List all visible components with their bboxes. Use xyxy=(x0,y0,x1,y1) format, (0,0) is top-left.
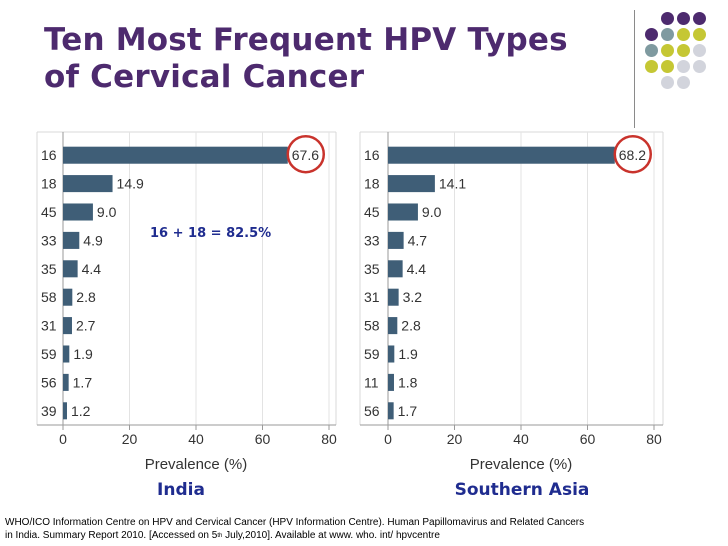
category-label: 39 xyxy=(41,403,57,419)
bar-type-39 xyxy=(63,402,67,420)
value-label: 67.6 xyxy=(292,147,319,163)
category-label: 35 xyxy=(41,261,57,277)
category-label: 31 xyxy=(364,289,380,305)
source-citation: WHO/ICO Information Centre on HPV and Ce… xyxy=(5,516,720,542)
bar-type-11 xyxy=(388,373,394,391)
x-tick-label: 0 xyxy=(384,431,392,447)
bar-type-56 xyxy=(63,373,69,391)
bar-type-18 xyxy=(63,175,113,193)
bar-type-16 xyxy=(63,146,288,164)
value-label: 9.0 xyxy=(97,204,117,220)
category-label: 31 xyxy=(41,318,57,334)
category-label: 33 xyxy=(364,232,380,248)
value-label: 68.2 xyxy=(619,147,646,163)
value-label: 1.7 xyxy=(73,374,93,390)
category-label: 18 xyxy=(364,176,380,192)
title-line-2: of Cervical Cancer xyxy=(44,59,365,95)
value-label: 3.2 xyxy=(403,289,423,305)
category-label: 35 xyxy=(364,261,380,277)
x-tick-label: 0 xyxy=(59,431,67,447)
category-label: 45 xyxy=(364,204,380,220)
value-label: 14.9 xyxy=(117,176,144,192)
category-label: 45 xyxy=(41,204,57,220)
chart-region-label-southern-asia: Southern Asia xyxy=(454,480,590,500)
x-tick-label: 80 xyxy=(646,431,662,447)
x-axis-label: Prevalence (%) xyxy=(470,456,573,473)
category-label: 18 xyxy=(41,176,57,192)
value-label: 2.7 xyxy=(76,318,96,334)
bar-type-31 xyxy=(63,317,72,335)
value-label: 2.8 xyxy=(401,318,421,334)
highlight-circle xyxy=(286,134,326,174)
category-label: 11 xyxy=(364,374,379,390)
slide-title: Ten Most Frequent HPV Types of Cervical … xyxy=(44,22,634,96)
bar-type-16 xyxy=(388,146,615,164)
source-line-2-sup: th xyxy=(217,533,223,539)
x-tick-label: 60 xyxy=(255,431,271,447)
bar-type-58 xyxy=(388,317,398,335)
value-label: 1.8 xyxy=(398,374,418,390)
value-label: 9.0 xyxy=(422,204,442,220)
value-label: 1.2 xyxy=(71,403,91,419)
bar-type-45 xyxy=(63,203,93,221)
value-label: 4.9 xyxy=(83,232,103,248)
value-label: 1.9 xyxy=(398,346,418,362)
category-label: 59 xyxy=(41,346,57,362)
value-label: 4.4 xyxy=(407,261,427,277)
value-label: 2.8 xyxy=(76,289,96,305)
source-line-2b: July,2010]. Available at www. who. int/ … xyxy=(222,530,440,541)
value-label: 4.7 xyxy=(408,232,428,248)
x-tick-label: 20 xyxy=(447,431,463,447)
hpv-prevalence-charts: 0 20 40 60 80 Prevalence (%) 16 67.6 18 14.9 45 9.0… xyxy=(36,131,664,473)
bar-type-31 xyxy=(388,288,399,306)
bar-type-59 xyxy=(63,345,70,363)
value-label: 14.1 xyxy=(439,176,466,192)
bar-type-45 xyxy=(388,203,418,221)
x-tick-label: 20 xyxy=(122,431,138,447)
bar-type-35 xyxy=(388,260,403,278)
x-tick-label: 80 xyxy=(321,431,337,447)
category-label: 58 xyxy=(364,318,380,334)
x-tick-label: 60 xyxy=(580,431,596,447)
category-label: 58 xyxy=(41,289,57,305)
category-label: 56 xyxy=(41,374,57,390)
bar-type-33 xyxy=(63,231,80,249)
category-label: 16 xyxy=(41,147,57,163)
bar-type-59 xyxy=(388,345,395,363)
source-line-1: WHO/ICO Information Centre on HPV and Ce… xyxy=(5,517,585,528)
title-divider xyxy=(634,10,635,128)
x-tick-label: 40 xyxy=(188,431,204,447)
value-label: 1.9 xyxy=(73,346,93,362)
bar-type-56 xyxy=(388,402,394,420)
bar-type-33 xyxy=(388,231,404,249)
source-line-2: in India. Summary Report 2010. [Accessed… xyxy=(5,529,720,542)
value-label: 1.7 xyxy=(398,403,418,419)
bar-type-35 xyxy=(63,260,78,278)
x-axis-label: Prevalence (%) xyxy=(145,456,248,473)
bar-type-18 xyxy=(388,175,435,193)
chart-region-label-india: India xyxy=(157,480,205,500)
value-label: 4.4 xyxy=(82,261,102,277)
category-label: 16 xyxy=(364,147,380,163)
bar-type-58 xyxy=(63,288,73,306)
highlight-circle xyxy=(613,134,653,174)
x-tick-label: 40 xyxy=(513,431,529,447)
category-label: 59 xyxy=(364,346,380,362)
source-line-2a: in India. Summary Report 2010. [Accessed… xyxy=(5,530,218,541)
category-label: 33 xyxy=(41,232,57,248)
category-label: 56 xyxy=(364,403,380,419)
sum-annotation: 16 + 18 = 82.5% xyxy=(150,226,272,241)
title-line-1: Ten Most Frequent HPV Types xyxy=(44,22,568,58)
